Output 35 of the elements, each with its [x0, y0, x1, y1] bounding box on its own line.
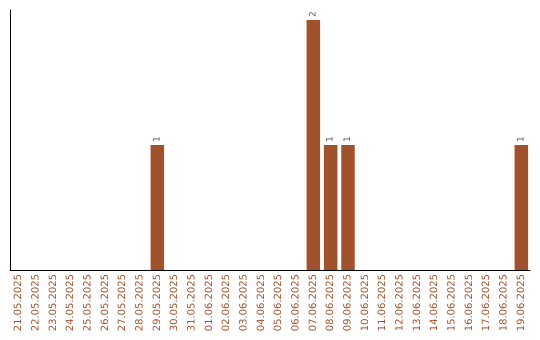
x-tick-label: 31.05.2025 [186, 274, 198, 332]
data-label: 2 [308, 11, 318, 17]
x-tick-label: 12.06.2025 [394, 274, 406, 332]
data-label: 1 [152, 136, 162, 142]
x-tick-label: 03.06.2025 [238, 274, 250, 332]
x-tick-label: 09.06.2025 [342, 274, 354, 332]
x-tick-label: 19.06.2025 [516, 274, 527, 332]
x-tick-label: 18.06.2025 [498, 274, 510, 332]
x-tick-label: 11.06.2025 [377, 274, 388, 332]
x-tick-label: 28.05.2025 [134, 274, 146, 332]
x-tick-label: 05.06.2025 [273, 274, 284, 332]
x-tick-label: 13.06.2025 [412, 274, 423, 332]
x-tick-label: 21.05.2025 [13, 274, 24, 332]
data-label: 1 [516, 136, 526, 142]
x-tick-label: 10.06.2025 [360, 274, 371, 332]
x-tick-label: 24.05.2025 [65, 274, 76, 332]
x-tick-label: 06.06.2025 [290, 274, 302, 332]
x-tick-label: 25.05.2025 [82, 274, 94, 332]
x-tick-label: 02.06.2025 [221, 274, 232, 332]
x-tick-label: 26.05.2025 [100, 274, 111, 332]
x-tick-label: 07.06.2025 [308, 274, 319, 332]
x-tick-label: 30.05.2025 [169, 274, 180, 332]
x-tick-label: 16.06.2025 [464, 274, 475, 332]
x-tick-label: 14.06.2025 [429, 274, 440, 332]
x-tick-label: 23.05.2025 [48, 274, 59, 332]
data-label: 1 [326, 136, 336, 142]
x-tick-label: 29.05.2025 [152, 274, 163, 332]
x-tick-label: 01.06.2025 [204, 274, 215, 332]
x-tick-label: 08.06.2025 [325, 274, 336, 332]
data-label: 1 [343, 136, 353, 142]
x-tick-label: 17.06.2025 [481, 274, 492, 332]
x-tick-label: 04.06.2025 [256, 274, 267, 332]
x-tick-label: 22.05.2025 [30, 274, 42, 332]
x-tick-label: 27.05.2025 [117, 274, 128, 332]
x-tick-label: 15.06.2025 [446, 274, 458, 332]
